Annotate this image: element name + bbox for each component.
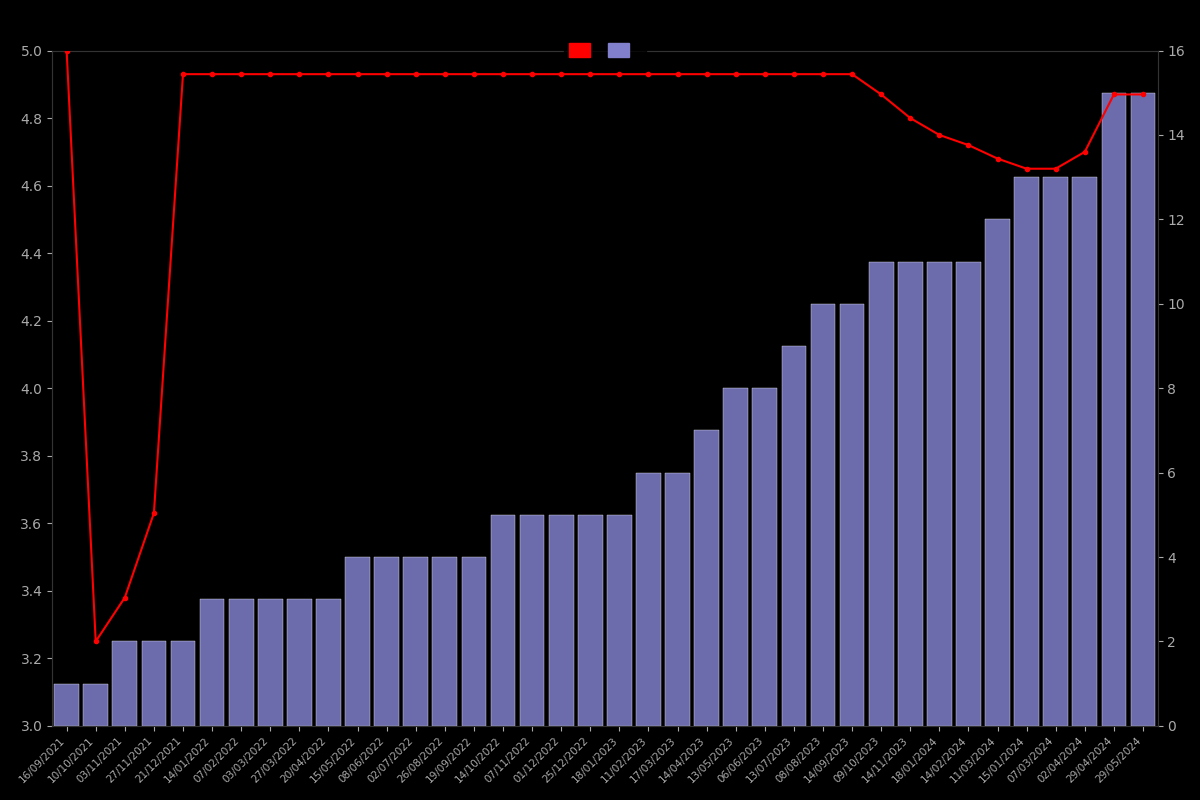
Bar	[869, 262, 894, 726]
Bar	[491, 515, 515, 726]
Bar	[316, 599, 341, 726]
Bar	[83, 684, 108, 726]
Bar	[1102, 93, 1127, 726]
Bar	[665, 473, 690, 726]
Bar	[1130, 93, 1156, 726]
Bar	[840, 304, 864, 726]
Bar	[113, 642, 137, 726]
Bar	[54, 684, 79, 726]
Bar	[695, 430, 719, 726]
Bar	[607, 515, 631, 726]
Bar	[199, 599, 224, 726]
Bar	[781, 346, 806, 726]
Bar	[520, 515, 545, 726]
Bar	[578, 515, 602, 726]
Bar	[346, 557, 370, 726]
Bar	[724, 388, 748, 726]
Bar	[636, 473, 661, 726]
Bar	[287, 599, 312, 726]
Bar	[258, 599, 283, 726]
Bar	[1073, 177, 1097, 726]
Legend: , : ,	[564, 38, 646, 63]
Bar	[170, 642, 196, 726]
Bar	[956, 262, 980, 726]
Bar	[374, 557, 398, 726]
Bar	[142, 642, 167, 726]
Bar	[229, 599, 253, 726]
Bar	[432, 557, 457, 726]
Bar	[1014, 177, 1039, 726]
Bar	[926, 262, 952, 726]
Bar	[752, 388, 778, 726]
Bar	[403, 557, 428, 726]
Bar	[985, 219, 1010, 726]
Bar	[548, 515, 574, 726]
Bar	[811, 304, 835, 726]
Bar	[898, 262, 923, 726]
Bar	[1043, 177, 1068, 726]
Bar	[462, 557, 486, 726]
